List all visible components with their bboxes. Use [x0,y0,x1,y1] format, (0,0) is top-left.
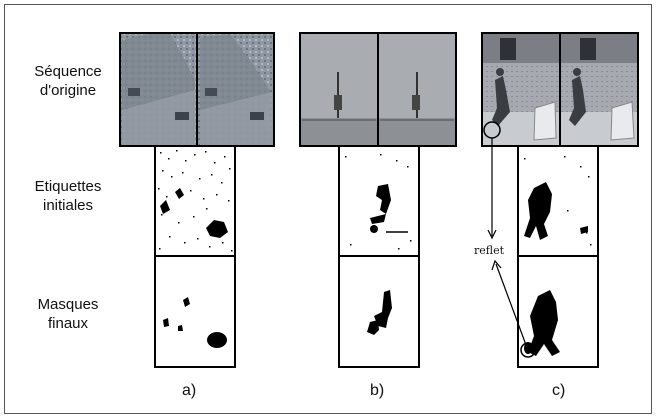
row-label-final: Masques finaux [20,295,116,333]
reflet-circle-bottom [520,342,536,358]
col-a-original [119,32,275,147]
row-label-initial-line2: initiales [42,197,94,214]
row-label-final-line1: Masques [37,296,99,313]
col-b-initial-labels [338,145,420,257]
row-label-initial-line1: Etiquettes [34,178,102,195]
column-label-c: c) [552,382,566,399]
reflet-annotation: reflet [474,121,536,358]
col-a-final-mask [154,255,236,368]
col-c-original [481,32,639,147]
figure-frame [4,4,652,414]
row-label-original-line2: d'origine [39,82,97,99]
column-label-a: a) [182,382,197,399]
col-a-initial-labels [154,145,236,257]
reflet-label: reflet [474,244,505,257]
row-label-final-line2: finaux [47,315,89,332]
column-label-b: b) [370,382,385,399]
col-b-original [299,32,457,147]
col-c-final-mask [517,255,599,368]
row-label-initial: Etiquettes initiales [20,177,116,215]
row-label-original: Séquence d'origine [20,62,116,100]
row-label-original-line1: Séquence [34,63,102,80]
col-c-initial-labels [517,145,599,257]
col-b-final-mask [338,255,420,368]
